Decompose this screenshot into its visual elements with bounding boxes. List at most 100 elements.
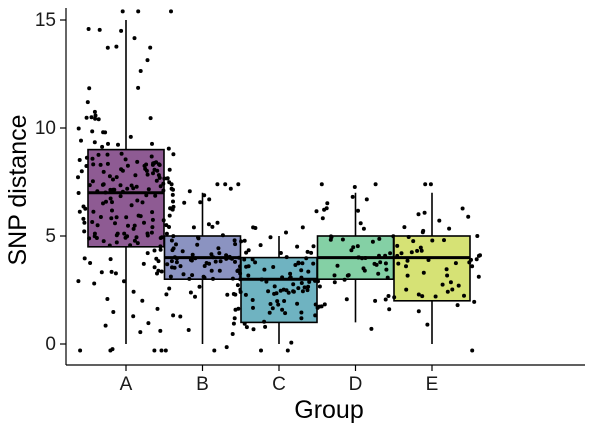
- data-point: [113, 271, 118, 276]
- data-point: [118, 183, 123, 188]
- data-point: [169, 238, 174, 243]
- data-point: [98, 162, 103, 167]
- data-point: [267, 310, 272, 315]
- data-point: [198, 200, 203, 205]
- data-point: [311, 244, 316, 249]
- data-point: [283, 311, 288, 316]
- data-point: [132, 238, 137, 243]
- data-point: [285, 348, 290, 353]
- data-point: [275, 299, 280, 304]
- data-point: [293, 263, 298, 267]
- data-point: [228, 186, 233, 191]
- data-point: [263, 324, 268, 329]
- data-point: [264, 279, 269, 284]
- data-point: [171, 313, 176, 318]
- data-point: [93, 116, 98, 121]
- data-point: [383, 261, 388, 266]
- data-point: [187, 276, 192, 281]
- data-point: [161, 218, 166, 223]
- data-point: [415, 248, 420, 253]
- data-point: [373, 298, 378, 303]
- data-point: [123, 235, 128, 240]
- data-point: [472, 299, 477, 304]
- data-point: [404, 264, 408, 269]
- data-point: [76, 191, 81, 195]
- data-point: [172, 255, 177, 260]
- data-point: [118, 194, 123, 199]
- data-point: [340, 237, 345, 242]
- data-point: [224, 256, 229, 261]
- data-point: [224, 345, 229, 350]
- data-point: [168, 274, 173, 279]
- box-group-b: [152, 182, 252, 353]
- data-point: [107, 174, 112, 179]
- data-point: [150, 141, 154, 146]
- data-point: [89, 115, 94, 120]
- data-point: [81, 204, 86, 209]
- data-point: [253, 226, 258, 230]
- data-point: [361, 266, 366, 271]
- data-point: [92, 140, 97, 145]
- data-point: [90, 129, 95, 134]
- data-point: [134, 184, 139, 189]
- data-point: [195, 242, 200, 247]
- data-point: [119, 167, 124, 172]
- data-point: [191, 225, 196, 230]
- data-point: [110, 347, 115, 352]
- data-point: [268, 302, 273, 306]
- data-point: [84, 155, 89, 160]
- data-point: [186, 328, 191, 332]
- data-point: [150, 217, 155, 222]
- data-point: [282, 299, 287, 303]
- data-point: [157, 163, 162, 167]
- data-point: [383, 253, 388, 258]
- data-point: [170, 192, 175, 197]
- data-point: [101, 239, 106, 244]
- data-point: [216, 246, 221, 251]
- data-point: [91, 209, 96, 214]
- data-point: [124, 215, 129, 220]
- data-point: [358, 221, 363, 226]
- data-point: [238, 290, 243, 294]
- data-point: [307, 279, 312, 284]
- data-point: [305, 288, 310, 293]
- data-point: [268, 235, 273, 240]
- data-point: [304, 256, 309, 261]
- data-point: [113, 221, 117, 226]
- data-point: [136, 85, 141, 90]
- x-tick-label: D: [349, 374, 363, 395]
- data-point: [164, 231, 169, 236]
- data-point: [244, 325, 249, 330]
- data-point: [115, 231, 120, 236]
- data-point: [383, 297, 388, 302]
- data-point: [170, 207, 175, 212]
- data-point: [197, 284, 202, 289]
- data-point: [159, 269, 164, 274]
- data-point: [210, 224, 215, 229]
- data-point: [109, 269, 114, 274]
- data-point: [111, 187, 116, 192]
- data-point: [145, 251, 150, 256]
- data-point: [141, 261, 146, 266]
- data-point: [114, 44, 119, 49]
- data-point: [167, 286, 172, 291]
- data-point: [238, 277, 243, 282]
- data-point: [296, 286, 301, 291]
- data-point: [92, 109, 97, 114]
- data-point: [145, 231, 150, 236]
- data-point: [145, 58, 150, 63]
- data-point: [159, 348, 164, 353]
- data-point: [409, 250, 414, 255]
- data-point: [448, 280, 453, 285]
- data-point: [405, 273, 410, 278]
- data-point: [299, 310, 304, 315]
- data-point: [218, 259, 223, 264]
- data-point: [474, 257, 479, 262]
- data-point: [91, 162, 96, 167]
- data-point: [428, 182, 433, 187]
- data-point: [111, 177, 115, 182]
- data-point: [313, 278, 317, 283]
- data-point: [453, 261, 458, 266]
- data-point: [114, 175, 119, 180]
